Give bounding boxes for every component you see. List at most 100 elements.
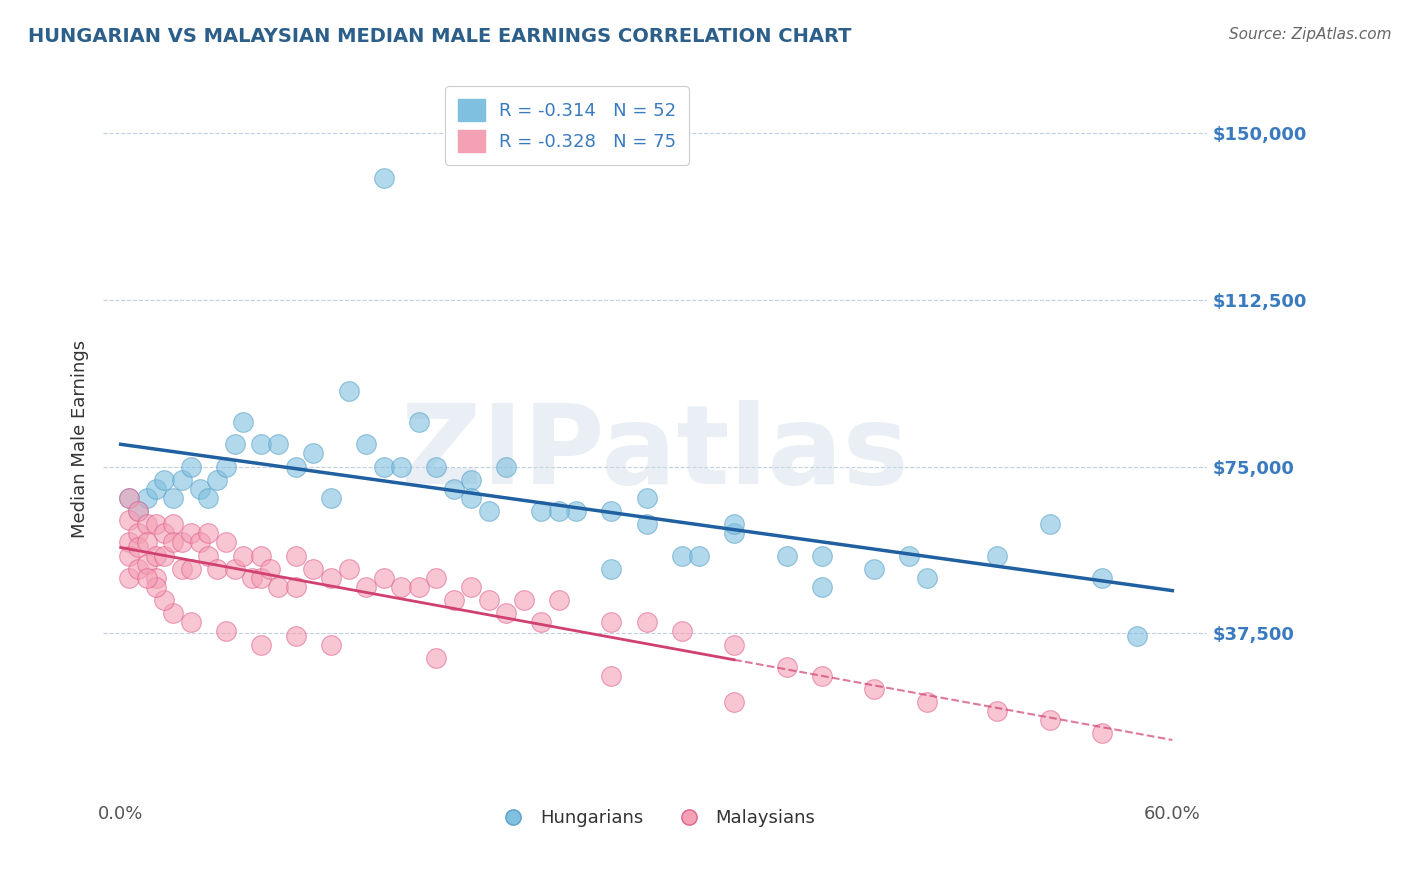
Point [232, 549, 254, 563]
Point [145, 549, 167, 563]
Point [118, 571, 141, 585]
Point [600, 615, 623, 630]
Point [460, 580, 482, 594]
Point [145, 571, 167, 585]
Point [1091, 571, 1114, 585]
Point [986, 549, 1008, 563]
Point [162, 491, 184, 505]
Point [118, 549, 141, 563]
Point [250, 638, 273, 652]
Point [153, 473, 176, 487]
Point [600, 562, 623, 576]
Point [636, 491, 658, 505]
Point [863, 681, 886, 696]
Point [776, 660, 799, 674]
Point [205, 562, 228, 576]
Point [127, 504, 149, 518]
Point [723, 695, 745, 709]
Point [250, 549, 273, 563]
Point [118, 491, 141, 505]
Point [250, 571, 273, 585]
Point [810, 668, 832, 682]
Text: Source: ZipAtlas.com: Source: ZipAtlas.com [1229, 27, 1392, 42]
Point [723, 638, 745, 652]
Point [136, 491, 159, 505]
Point [723, 526, 745, 541]
Point [188, 482, 211, 496]
Point [671, 624, 693, 639]
Point [197, 491, 219, 505]
Point [205, 473, 228, 487]
Point [145, 580, 167, 594]
Point [215, 459, 238, 474]
Point [188, 535, 211, 549]
Point [1039, 517, 1062, 532]
Point [688, 549, 710, 563]
Point [136, 535, 159, 549]
Point [259, 562, 281, 576]
Point [478, 593, 501, 607]
Text: ZIPatlas: ZIPatlas [401, 400, 910, 507]
Point [373, 459, 395, 474]
Point [284, 629, 307, 643]
Point [302, 562, 325, 576]
Point [153, 549, 176, 563]
Point [810, 549, 832, 563]
Point [170, 562, 193, 576]
Point [460, 491, 482, 505]
Point [547, 504, 569, 518]
Point [170, 473, 193, 487]
Point [389, 580, 412, 594]
Point [495, 607, 517, 621]
Point [250, 437, 273, 451]
Point [354, 580, 377, 594]
Point [389, 459, 412, 474]
Point [1091, 726, 1114, 740]
Point [337, 562, 360, 576]
Point [224, 437, 246, 451]
Point [408, 580, 430, 594]
Point [145, 517, 167, 532]
Point [513, 593, 536, 607]
Point [127, 504, 149, 518]
Point [284, 459, 307, 474]
Point [1126, 629, 1149, 643]
Point [425, 459, 447, 474]
Point [162, 517, 184, 532]
Point [530, 504, 553, 518]
Point [547, 593, 569, 607]
Point [565, 504, 588, 518]
Point [118, 535, 141, 549]
Legend: Hungarians, Malaysians: Hungarians, Malaysians [488, 802, 823, 835]
Point [373, 571, 395, 585]
Text: HUNGARIAN VS MALAYSIAN MEDIAN MALE EARNINGS CORRELATION CHART: HUNGARIAN VS MALAYSIAN MEDIAN MALE EARNI… [28, 27, 852, 45]
Point [267, 437, 290, 451]
Point [180, 615, 202, 630]
Point [224, 562, 246, 576]
Point [863, 562, 886, 576]
Point [495, 459, 517, 474]
Point [443, 482, 465, 496]
Point [443, 593, 465, 607]
Point [127, 526, 149, 541]
Point [810, 580, 832, 594]
Point [478, 504, 501, 518]
Point [153, 526, 176, 541]
Point [636, 615, 658, 630]
Point [530, 615, 553, 630]
Point [671, 549, 693, 563]
Point [215, 535, 238, 549]
Point [136, 517, 159, 532]
Point [127, 562, 149, 576]
Point [354, 437, 377, 451]
Point [180, 459, 202, 474]
Point [776, 549, 799, 563]
Point [180, 562, 202, 576]
Point [118, 513, 141, 527]
Point [898, 549, 921, 563]
Point [302, 446, 325, 460]
Point [197, 526, 219, 541]
Point [267, 580, 290, 594]
Point [915, 695, 938, 709]
Point [136, 571, 159, 585]
